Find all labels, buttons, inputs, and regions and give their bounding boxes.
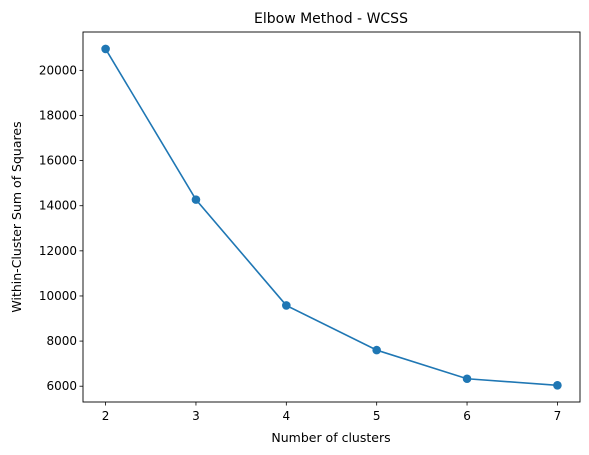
y-tick-label: 8000: [46, 334, 77, 348]
y-axis-ticks: 6000 8000 10000 12000 14000 16000 18000 20000: [39, 63, 83, 393]
series-line: [104, 48, 558, 387]
x-tick-label: 3: [192, 409, 200, 423]
data-point: [553, 381, 562, 390]
plot-frame: [82, 31, 581, 403]
x-tick-label: 6: [463, 409, 471, 423]
y-tick-label: 16000: [39, 154, 77, 168]
x-axis-label: Number of clusters: [271, 430, 390, 445]
data-point: [462, 374, 472, 384]
chart-title: Elbow Method - WCSS: [254, 11, 408, 27]
y-tick-label: 20000: [39, 63, 77, 77]
y-tick-label: 12000: [39, 244, 77, 258]
plot-area: [83, 32, 580, 402]
series-layer: [101, 44, 562, 390]
y-axis-label: Within-Cluster Sum of Squares: [9, 121, 24, 312]
y-tick-label: 14000: [39, 199, 77, 213]
x-tick-label: 7: [554, 409, 562, 423]
y-tick-label: 6000: [46, 379, 77, 393]
y-tick-label: 10000: [39, 289, 77, 303]
data-point: [372, 345, 381, 355]
data-point: [101, 44, 110, 54]
data-point: [191, 195, 201, 204]
x-tick-label: 4: [282, 409, 290, 423]
data-point: [282, 301, 291, 310]
y-tick-label: 18000: [39, 108, 77, 122]
x-axis-ticks: 2 3 4 5 6 7: [102, 402, 561, 423]
x-tick-label: 2: [102, 409, 110, 423]
x-tick-label: 5: [373, 409, 381, 423]
